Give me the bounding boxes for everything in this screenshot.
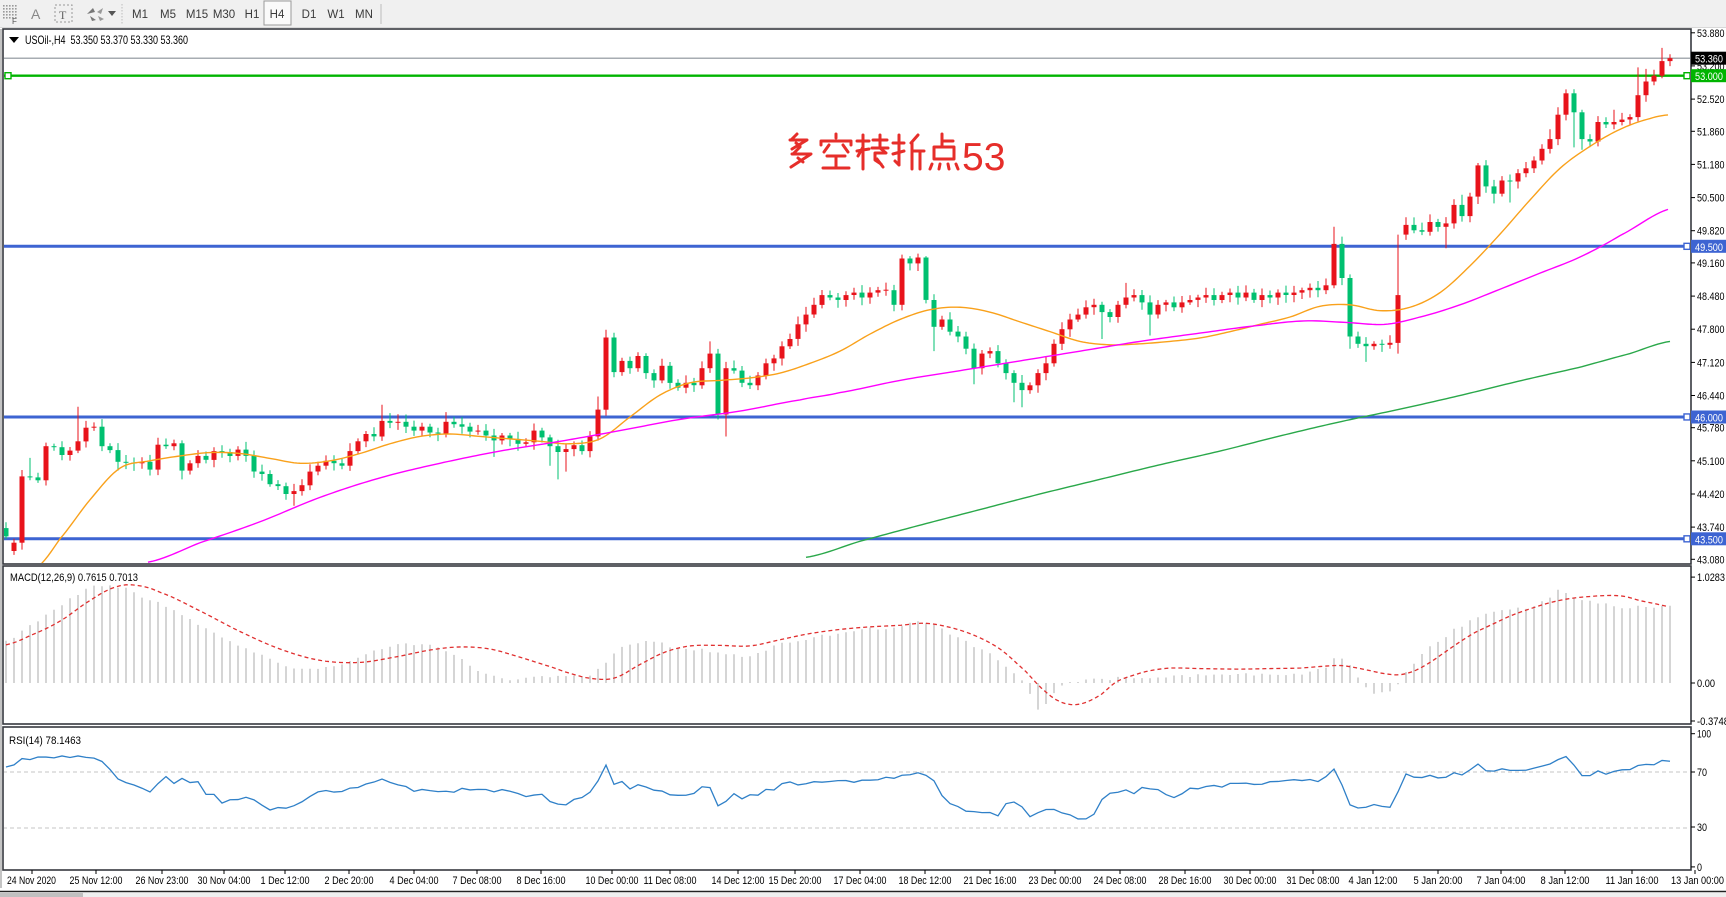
- svg-text:46.440: 46.440: [1697, 391, 1725, 403]
- svg-text:4 Jan 12:00: 4 Jan 12:00: [1349, 875, 1398, 887]
- svg-text:47.120: 47.120: [1697, 357, 1725, 369]
- svg-text:15 Dec 20:00: 15 Dec 20:00: [769, 875, 822, 887]
- svg-text:T: T: [59, 8, 67, 22]
- svg-text:11 Dec 08:00: 11 Dec 08:00: [644, 875, 697, 887]
- svg-text:53.360: 53.360: [1695, 54, 1723, 66]
- svg-text:49.160: 49.160: [1697, 258, 1725, 270]
- svg-text:14 Dec 12:00: 14 Dec 12:00: [712, 875, 765, 887]
- svg-text:43.500: 43.500: [1695, 534, 1723, 546]
- svg-text:48.480: 48.480: [1697, 291, 1725, 303]
- svg-text:1.0283: 1.0283: [1697, 572, 1725, 584]
- svg-text:D1: D1: [302, 9, 317, 21]
- svg-text:W1: W1: [327, 9, 344, 21]
- svg-text:0: 0: [1697, 862, 1702, 874]
- svg-text:M15: M15: [186, 9, 208, 21]
- svg-text:51.860: 51.860: [1697, 126, 1725, 138]
- svg-text:30: 30: [1697, 822, 1707, 834]
- svg-text:RSI(14) 78.1463: RSI(14) 78.1463: [9, 735, 81, 747]
- svg-text:31 Dec 08:00: 31 Dec 08:00: [1287, 875, 1340, 887]
- svg-text:45.780: 45.780: [1697, 423, 1725, 435]
- svg-text:M30: M30: [213, 9, 235, 21]
- svg-text:M5: M5: [160, 9, 176, 21]
- svg-text:53.880: 53.880: [1697, 28, 1725, 40]
- svg-text:25 Nov 12:00: 25 Nov 12:00: [70, 875, 123, 887]
- svg-text:11 Jan 16:00: 11 Jan 16:00: [1606, 875, 1659, 887]
- svg-text:23 Dec 00:00: 23 Dec 00:00: [1029, 875, 1082, 887]
- svg-text:26 Nov 23:00: 26 Nov 23:00: [136, 875, 189, 887]
- svg-text:7 Dec 08:00: 7 Dec 08:00: [453, 875, 502, 887]
- svg-text:7 Jan 04:00: 7 Jan 04:00: [1477, 875, 1526, 887]
- svg-text:H4: H4: [270, 9, 285, 21]
- svg-text:17 Dec 04:00: 17 Dec 04:00: [834, 875, 887, 887]
- svg-text:24 Dec 08:00: 24 Dec 08:00: [1094, 875, 1147, 887]
- svg-text:24 Nov 2020: 24 Nov 2020: [7, 875, 56, 887]
- svg-text:47.800: 47.800: [1697, 324, 1725, 336]
- svg-text:70: 70: [1697, 767, 1707, 779]
- svg-text:45.100: 45.100: [1697, 456, 1725, 468]
- svg-text:F: F: [12, 17, 17, 26]
- svg-text:MACD(12,26,9) 0.7615 0.7013: MACD(12,26,9) 0.7615 0.7013: [10, 572, 138, 584]
- svg-text:M1: M1: [132, 9, 148, 21]
- svg-text:MN: MN: [355, 9, 373, 21]
- svg-text:52.520: 52.520: [1697, 94, 1725, 106]
- svg-text:30 Nov 04:00: 30 Nov 04:00: [198, 875, 251, 887]
- svg-text:46.000: 46.000: [1695, 413, 1723, 425]
- svg-text:21 Dec 16:00: 21 Dec 16:00: [964, 875, 1017, 887]
- svg-text:43.080: 43.080: [1697, 554, 1725, 566]
- svg-text:30 Dec 00:00: 30 Dec 00:00: [1224, 875, 1277, 887]
- svg-text:H1: H1: [245, 9, 260, 21]
- svg-text:1 Dec 12:00: 1 Dec 12:00: [261, 875, 310, 887]
- svg-text:10 Dec 00:00: 10 Dec 00:00: [586, 875, 639, 887]
- svg-text:50.500: 50.500: [1697, 193, 1725, 205]
- svg-text:2 Dec 20:00: 2 Dec 20:00: [325, 875, 374, 887]
- svg-text:49.500: 49.500: [1695, 242, 1723, 254]
- svg-text:44.420: 44.420: [1697, 489, 1725, 501]
- svg-text:13 Jan 00:00: 13 Jan 00:00: [1671, 875, 1724, 887]
- svg-text:A: A: [31, 6, 41, 22]
- svg-text:53.000: 53.000: [1695, 71, 1723, 83]
- svg-text:18 Dec 12:00: 18 Dec 12:00: [899, 875, 952, 887]
- svg-text:0.00: 0.00: [1697, 678, 1715, 690]
- svg-text:8 Jan 12:00: 8 Jan 12:00: [1541, 875, 1590, 887]
- svg-text:4 Dec 04:00: 4 Dec 04:00: [390, 875, 439, 887]
- svg-text:8 Dec 16:00: 8 Dec 16:00: [517, 875, 566, 887]
- svg-text:-0.3748: -0.3748: [1697, 716, 1726, 728]
- svg-text:53: 53: [962, 136, 1005, 179]
- svg-text:43.740: 43.740: [1697, 522, 1725, 534]
- svg-text:49.820: 49.820: [1697, 226, 1725, 238]
- svg-text:5 Jan 20:00: 5 Jan 20:00: [1414, 875, 1463, 887]
- svg-text:51.180: 51.180: [1697, 159, 1725, 171]
- svg-text:100: 100: [1697, 729, 1711, 741]
- svg-text:USOil-,H4 53.350 53.370 53.33: USOil-,H4 53.350 53.370 53.330 53.360: [25, 33, 188, 47]
- svg-text:28 Dec 16:00: 28 Dec 16:00: [1159, 875, 1212, 887]
